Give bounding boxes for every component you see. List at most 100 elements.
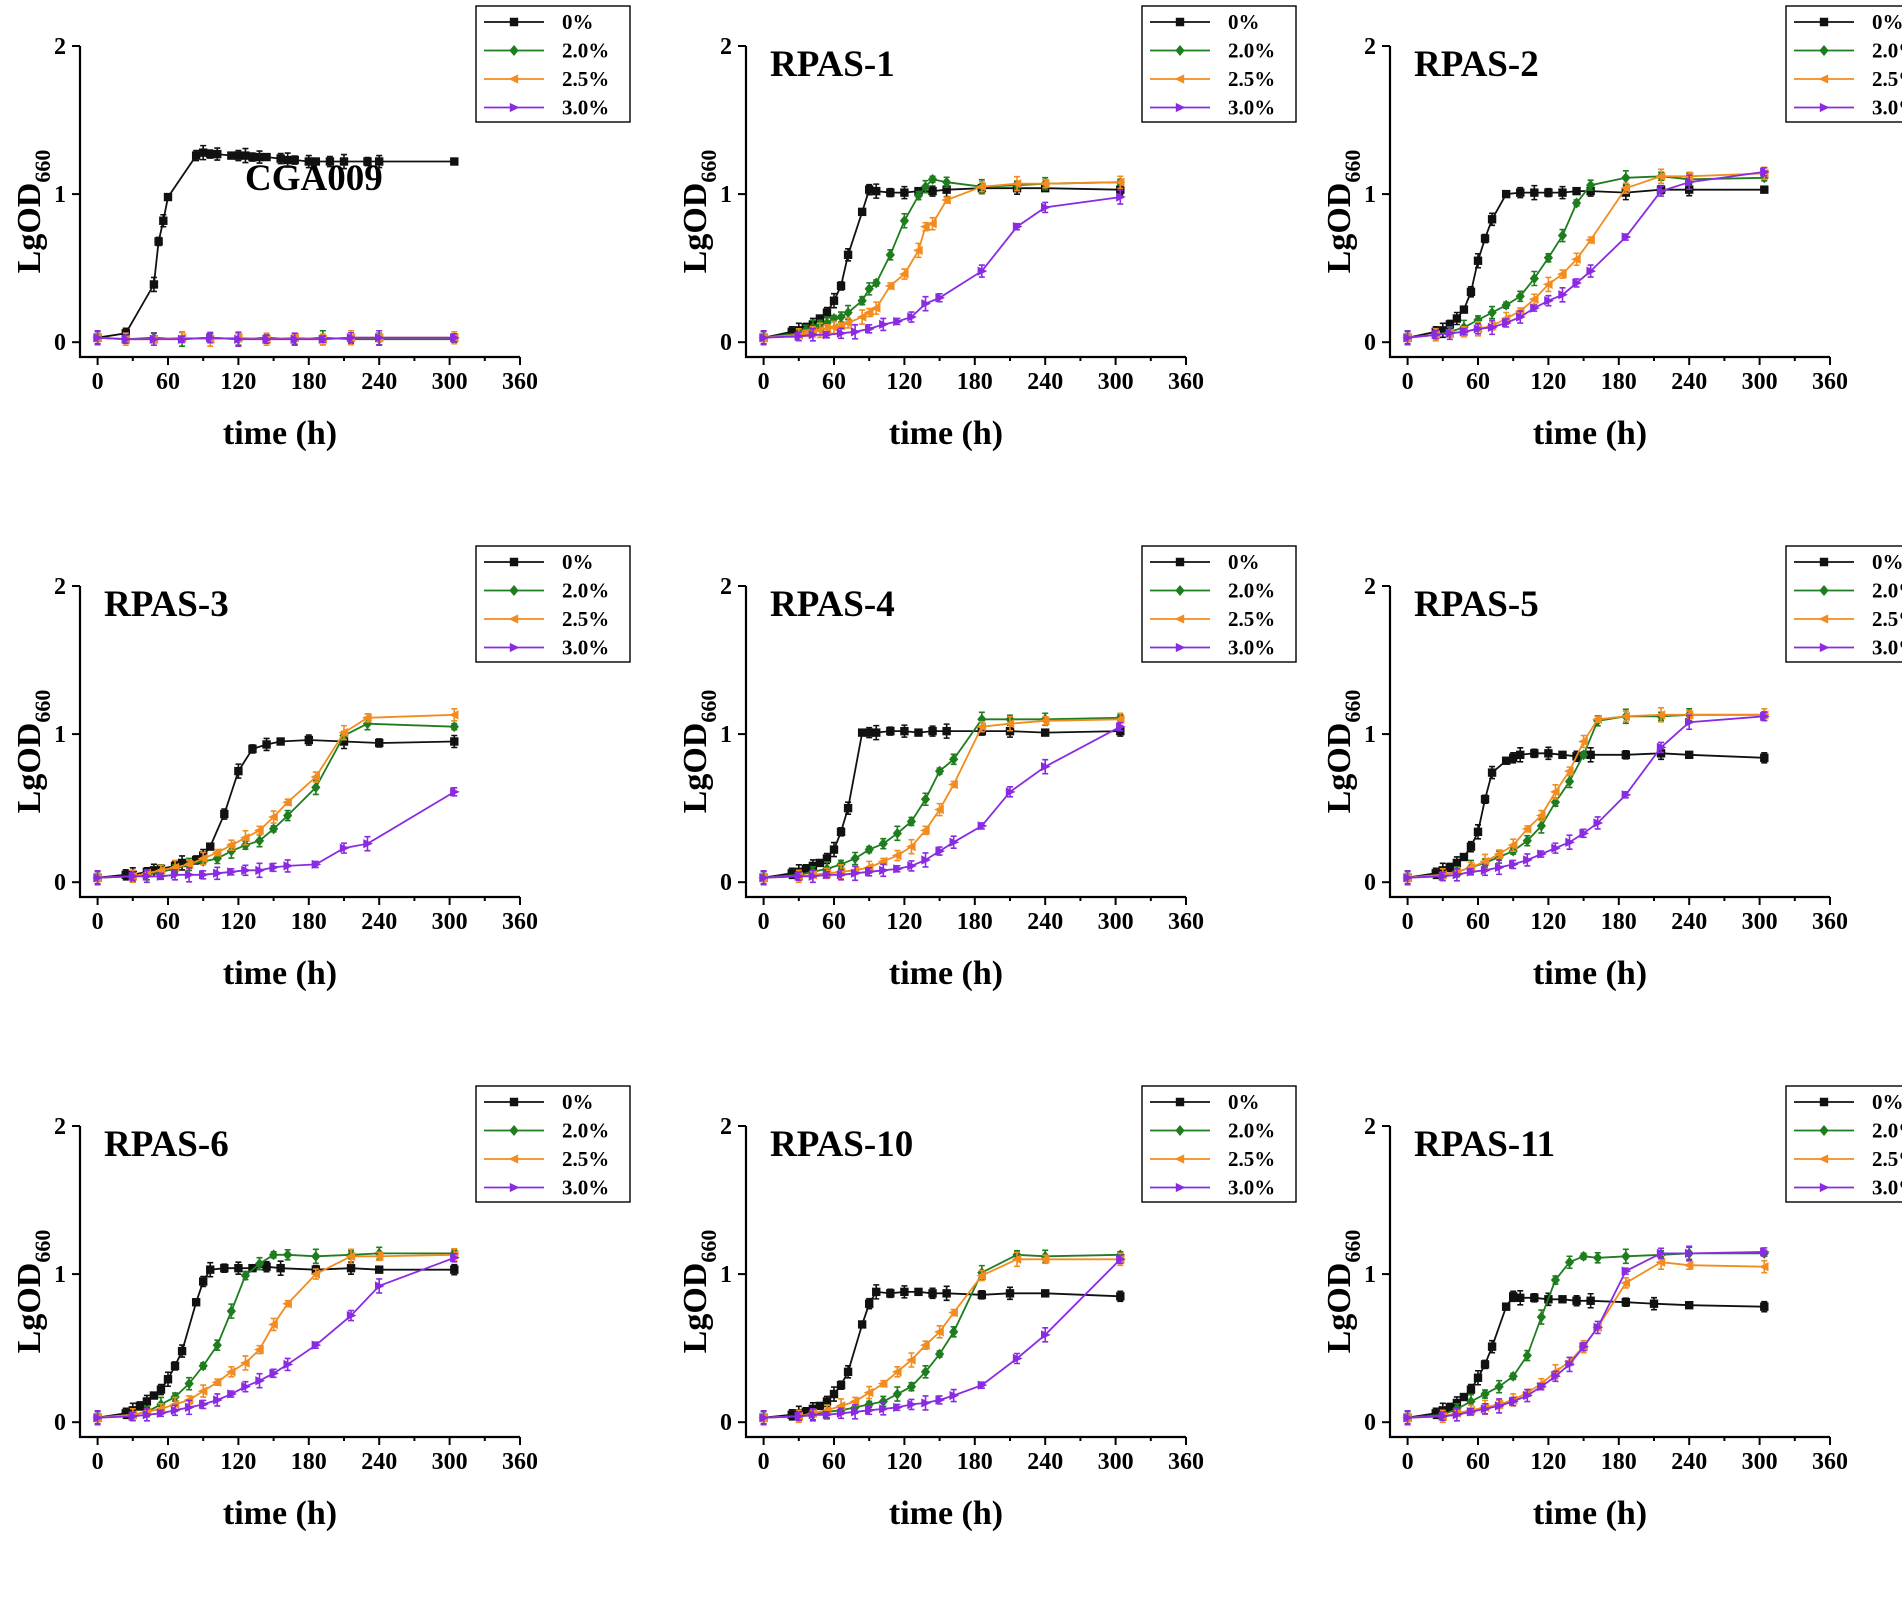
data-point: [156, 1385, 166, 1394]
data-point: [338, 727, 349, 738]
data-point: [255, 152, 264, 162]
data-point: [886, 726, 895, 736]
data-point: [1509, 859, 1519, 870]
data-point: [906, 816, 917, 827]
legend-label: 2.0%: [1228, 579, 1275, 603]
data-point: [808, 330, 819, 340]
data-point: [898, 269, 909, 279]
data-point: [93, 873, 104, 883]
data-point: [311, 157, 321, 166]
x-tick-label: 240: [1671, 1449, 1707, 1475]
data-point: [169, 1399, 180, 1410]
data-point: [822, 870, 833, 880]
x-tick-label: 60: [156, 909, 180, 935]
legend-label: 0%: [1872, 10, 1902, 34]
legend-label: 3.0%: [562, 96, 609, 120]
data-point: [1509, 1292, 1518, 1301]
legend-label: 2.0%: [562, 579, 609, 603]
x-tick-label: 360: [1812, 369, 1848, 395]
x-tick-label: 180: [957, 369, 993, 395]
data-point: [886, 1289, 895, 1298]
data-point: [1041, 1289, 1050, 1298]
data-point: [1480, 1360, 1490, 1369]
series-line: [763, 718, 1121, 879]
data-point: [1758, 1262, 1769, 1272]
data-point: [1041, 728, 1050, 737]
data-point: [1403, 333, 1414, 343]
data-point: [864, 844, 874, 856]
legend-marker: [1175, 1182, 1186, 1193]
data-point: [913, 245, 923, 255]
data-point: [1529, 273, 1539, 284]
series-line: [763, 1253, 1121, 1419]
data-point: [1116, 192, 1126, 202]
x-tick-label: 0: [1402, 909, 1414, 935]
x-tick-label: 300: [1742, 369, 1778, 395]
legend-marker: [509, 585, 519, 596]
data-point: [1114, 177, 1125, 187]
series-0pct: [93, 733, 459, 883]
x-tick-label: 180: [957, 1449, 993, 1475]
x-tick-label: 180: [291, 1449, 327, 1475]
x-tick-label: 360: [502, 1449, 538, 1475]
data-point: [149, 1391, 159, 1400]
data-point: [935, 293, 946, 303]
data-point: [914, 728, 923, 737]
data-point: [248, 744, 257, 754]
y-tick-label: 1: [54, 1262, 66, 1288]
data-point: [199, 148, 208, 157]
y-axis-label-subscript: 660: [1340, 690, 1365, 723]
legend-item-2-5pct: 2.5%: [1150, 1147, 1275, 1171]
data-point: [311, 859, 322, 870]
data-point: [1494, 1381, 1504, 1393]
data-point: [893, 864, 903, 874]
data-point: [142, 1397, 152, 1406]
data-point: [1466, 1385, 1476, 1394]
series-3-0pct: [93, 329, 460, 348]
series-line: [1407, 188, 1765, 339]
y-axis-label: LgOD660: [677, 1230, 721, 1354]
data-point: [290, 155, 299, 165]
data-point: [920, 825, 930, 835]
y-axis-label: LgOD660: [11, 150, 55, 274]
y-axis-label-subscript: 660: [30, 1230, 55, 1263]
legend-item-2-0pct: 2.0%: [484, 579, 609, 603]
data-point: [921, 855, 931, 865]
data-point: [850, 1407, 861, 1417]
data-point: [346, 333, 357, 343]
data-point: [857, 728, 867, 737]
data-point: [1620, 1278, 1631, 1288]
data-point: [1530, 1293, 1539, 1302]
legend-label: 2.0%: [1228, 39, 1275, 63]
data-point: [283, 155, 292, 165]
data-point: [1487, 1342, 1497, 1351]
data-point: [899, 215, 910, 227]
data-point: [1480, 1388, 1490, 1400]
x-tick-label: 120: [220, 909, 256, 935]
data-point: [1656, 742, 1667, 753]
data-point: [879, 319, 889, 330]
series-0pct: [1403, 1289, 1769, 1422]
series-line: [763, 196, 1121, 339]
data-point: [814, 325, 825, 335]
legend-label: 0%: [1228, 10, 1260, 34]
data-point: [184, 1402, 195, 1413]
legend-marker: [509, 1125, 519, 1136]
data-point: [269, 1368, 280, 1378]
data-point: [346, 1263, 356, 1273]
y-axis-label-main: LgOD: [677, 1263, 714, 1354]
data-point: [346, 1310, 357, 1321]
chart-svg: 0 60 120 180 240 300 360 0 1 2 time (h) LgOD660 RPAS…: [11, 545, 631, 992]
chart-panel-rpas-3: 0 60 120 180 240 300 360 0 1 2 time (h) LgOD660 RPAS…: [0, 540, 634, 1080]
data-point: [759, 1413, 770, 1423]
x-tick-label: 240: [1027, 909, 1063, 935]
data-point: [1480, 1404, 1491, 1414]
legend-marker: [1819, 1097, 1829, 1107]
data-point: [1521, 824, 1532, 834]
x-tick-label: 60: [1466, 369, 1490, 395]
data-point: [942, 176, 952, 188]
data-point: [870, 303, 881, 313]
data-point: [1572, 186, 1581, 196]
data-point: [1685, 717, 1695, 727]
data-point: [794, 331, 805, 341]
